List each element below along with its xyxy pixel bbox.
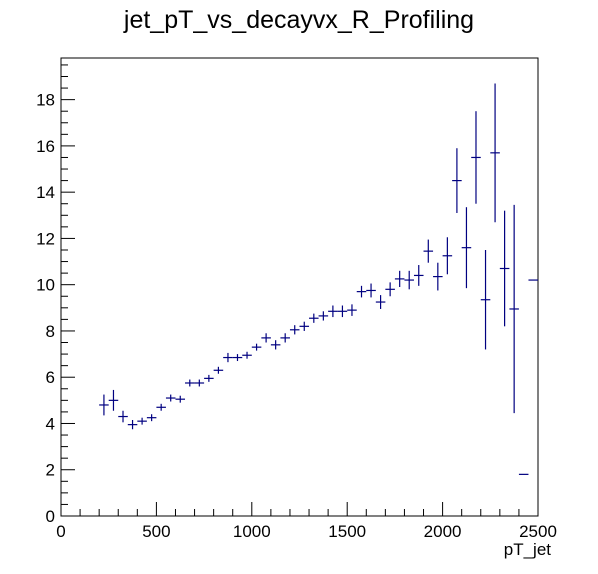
data-point: [394, 270, 405, 287]
data-point: [433, 262, 443, 291]
x-tick-label: 2500: [519, 522, 557, 541]
x-tick-label: 2000: [424, 522, 462, 541]
data-point: [118, 410, 128, 423]
data-point: [108, 389, 119, 411]
data-point: [452, 148, 462, 213]
data-point: [175, 395, 186, 403]
x-tick-label: 1000: [233, 522, 271, 541]
data-point: [499, 210, 510, 327]
data-point: [423, 239, 434, 263]
data-point: [213, 366, 224, 374]
data-point: [356, 285, 367, 298]
data-point: [270, 340, 281, 350]
data-point: [127, 420, 138, 430]
data-point: [318, 311, 329, 321]
x-tick-label: 1500: [328, 522, 366, 541]
data-point: [413, 265, 424, 286]
data-point: [404, 270, 414, 290]
x-tick-label: 0: [56, 522, 65, 541]
y-tick-label: 18: [36, 91, 55, 110]
data-point: [261, 333, 271, 343]
y-tick-label: 12: [36, 229, 55, 248]
y-tick-label: 6: [46, 368, 55, 387]
data-point: [375, 295, 386, 309]
plot-frame: [60, 57, 539, 517]
y-tick-label: 10: [36, 276, 55, 295]
y-tick-label: 2: [46, 461, 55, 480]
data-point: [185, 379, 195, 387]
data-point: [480, 249, 491, 350]
data-point: [442, 237, 453, 275]
data-point: [471, 111, 481, 204]
y-tick-label: 8: [46, 322, 55, 341]
data-point: [385, 282, 395, 297]
data-point: [156, 403, 166, 411]
data-point: [165, 394, 176, 402]
data-point: [242, 351, 252, 359]
data-point: [366, 283, 376, 298]
data-point: [299, 321, 310, 331]
y-tick-label: 16: [36, 137, 55, 156]
plot-border: [60, 57, 539, 517]
x-axis-title: pT_jet: [504, 540, 552, 559]
data-point: [194, 379, 205, 387]
y-axis: 0 2 4 6 8 10 12 14 16 18: [36, 64, 75, 526]
data-point: [280, 333, 290, 343]
y-tick-label: 4: [46, 414, 55, 433]
x-axis: 0 500 1000 1500 2000 2500: [56, 502, 557, 541]
data-point: [146, 414, 157, 422]
data-point: [509, 204, 519, 414]
y-tick-label: 14: [36, 183, 55, 202]
data-point: [223, 352, 233, 363]
data-point: [309, 313, 319, 323]
data-point: [99, 394, 109, 416]
data-point: [328, 305, 338, 318]
x-tick-label: 500: [142, 522, 170, 541]
data-point: [347, 304, 357, 316]
data-point: [137, 417, 147, 425]
data-series: [99, 83, 538, 475]
data-point: [490, 83, 500, 223]
data-point: [232, 354, 243, 362]
data-point: [289, 325, 300, 335]
data-point: [251, 343, 262, 351]
data-point: [337, 305, 348, 318]
y-tick-label: 0: [46, 507, 55, 526]
chart-title: jet_pT_vs_decayvx_R_Profiling: [123, 6, 475, 34]
data-point: [461, 207, 472, 289]
data-point: [204, 374, 214, 382]
